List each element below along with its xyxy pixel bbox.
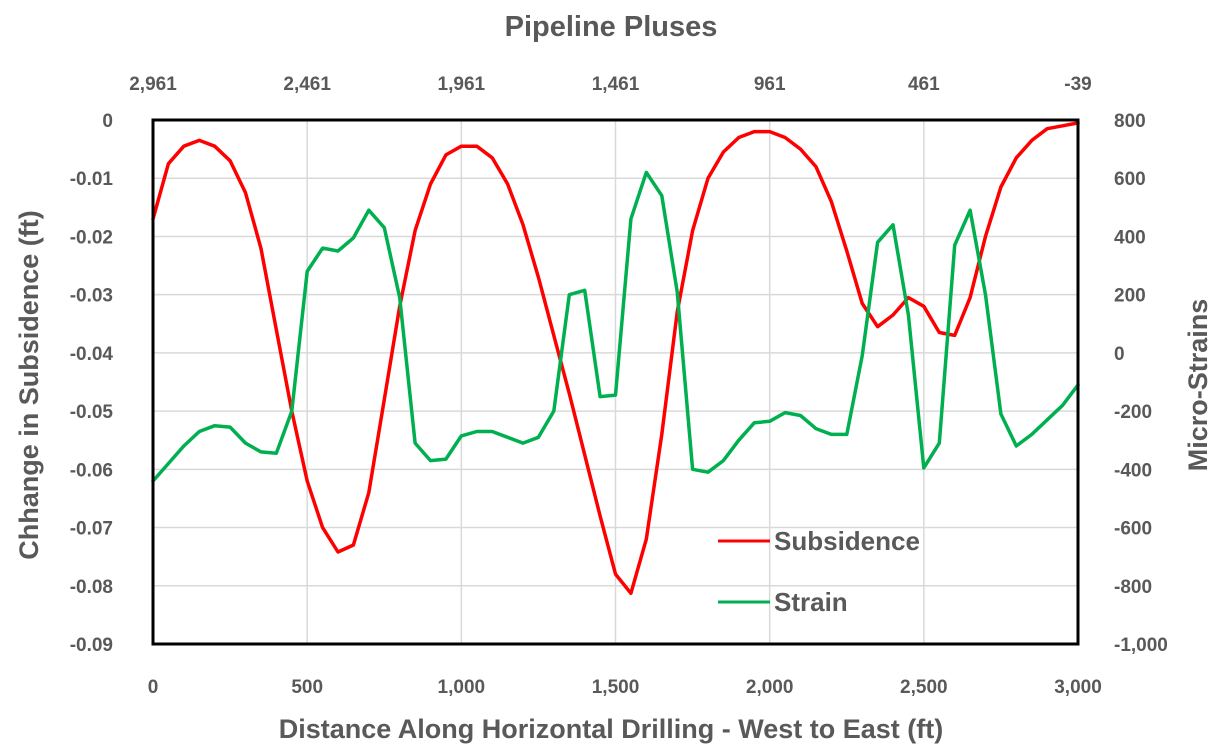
y2-tick-label: 600: [1114, 169, 1146, 190]
x-tick-label: 3,000: [1054, 677, 1102, 698]
x-tick-label: 500: [291, 677, 323, 698]
y2-tick-label: 400: [1114, 227, 1146, 248]
x2-tick-label: 461: [908, 74, 940, 95]
x2-tick-label: 1,961: [438, 74, 486, 95]
x-tick-label: 2,500: [900, 677, 948, 698]
x-tick-label: 2,000: [746, 677, 794, 698]
tick-labels: 0 500 1,000 1,500 2,000 2,500 3,000 2,961 2,461 1…: [70, 74, 1168, 698]
y2-tick-label: -800: [1114, 577, 1152, 598]
y-tick-label: 0: [102, 111, 113, 132]
y-tick-label: -0.04: [70, 344, 114, 365]
y2-tick-label: -600: [1114, 519, 1152, 540]
y-tick-label: -0.03: [70, 286, 113, 307]
legend-label-strain: Strain: [774, 587, 848, 617]
y-tick-label: -0.02: [70, 227, 113, 248]
y2-tick-label: 800: [1114, 111, 1146, 132]
x2-tick-label: 2,961: [129, 74, 177, 95]
y2-tick-label: 200: [1114, 286, 1146, 307]
y-axis-title: Chhange in Subsidence (ft): [14, 210, 44, 560]
x2-tick-label: 2,461: [283, 74, 331, 95]
legend: Subsidence Strain: [718, 526, 920, 617]
y2-tick-label: 0: [1114, 344, 1125, 365]
y-tick-label: -0.09: [70, 635, 113, 656]
chart-title: Pipeline Pluses: [505, 11, 718, 43]
y-tick-label: -0.06: [70, 460, 113, 481]
series-line-subsidence: [151, 121, 1080, 596]
y-tick-label: -0.05: [70, 402, 114, 423]
x-tick-label: 0: [148, 677, 159, 698]
y-tick-label: -0.01: [70, 169, 114, 190]
y-tick-label: -0.08: [70, 577, 113, 598]
x2-tick-label: 961: [754, 74, 786, 95]
x-tick-label: 1,500: [592, 677, 640, 698]
x2-tick-label: 1,461: [592, 74, 640, 95]
series-layer: [151, 121, 1080, 596]
plot-border: [151, 118, 1080, 646]
legend-label-subsidence: Subsidence: [774, 526, 920, 556]
x-tick-label: 1,000: [438, 677, 486, 698]
y2-tick-label: -200: [1114, 402, 1152, 423]
y-tick-label: -0.07: [70, 519, 113, 540]
x2-tick-label: -39: [1064, 74, 1091, 95]
x-axis-title: Distance Along Horizontal Drilling - Wes…: [279, 714, 944, 744]
series-line-strain: [151, 170, 1080, 483]
y2-tick-label: -1,000: [1114, 635, 1168, 656]
y2-axis-title: Micro-Strains: [1183, 299, 1213, 472]
y2-tick-label: -400: [1114, 460, 1152, 481]
